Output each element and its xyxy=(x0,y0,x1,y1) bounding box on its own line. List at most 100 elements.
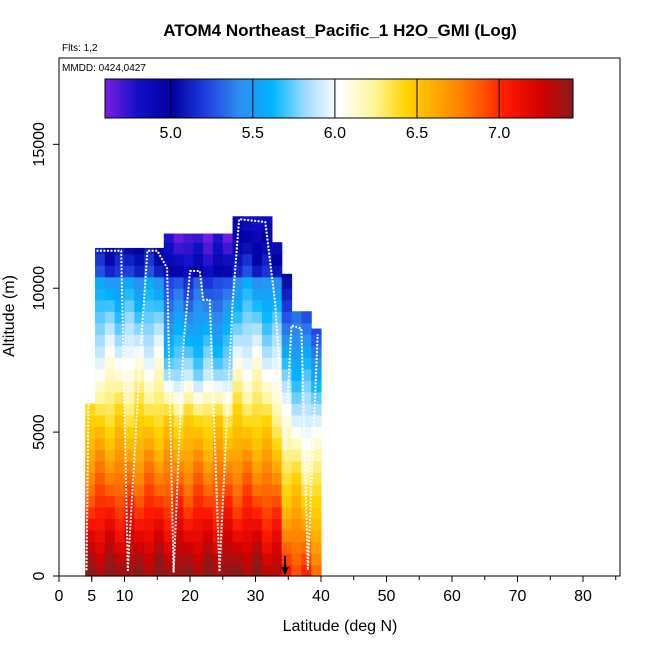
heatmap-cell xyxy=(193,495,204,508)
heatmap-cell xyxy=(203,334,214,347)
heatmap-cell xyxy=(104,322,116,335)
heatmap-cell xyxy=(144,357,155,370)
heatmap-cell xyxy=(183,380,194,393)
heatmap-cell xyxy=(153,449,165,462)
heatmap-cell xyxy=(271,426,283,439)
heatmap-cell xyxy=(271,518,283,531)
heatmap-cell xyxy=(183,368,194,381)
heatmap-cell xyxy=(153,460,165,473)
heatmap-cell xyxy=(232,529,243,543)
heatmap-cell xyxy=(301,564,312,577)
heatmap-cell xyxy=(281,288,293,301)
heatmap-cell xyxy=(222,483,234,497)
heatmap-cell xyxy=(104,506,116,520)
heatmap-cell xyxy=(104,460,116,473)
heatmap-cell xyxy=(311,518,322,531)
heatmap-cell xyxy=(193,541,204,554)
heatmap-cell xyxy=(114,403,126,416)
heatmap-cell xyxy=(281,460,293,473)
heatmap-cell xyxy=(271,345,283,358)
heatmap-cell xyxy=(144,265,155,278)
heatmap-cell xyxy=(252,276,263,289)
heatmap-cell xyxy=(193,437,204,450)
y-tick-label: 0 xyxy=(31,571,48,580)
heatmap-cell xyxy=(95,495,106,508)
heatmap-cell xyxy=(222,529,234,543)
heatmap-cell xyxy=(232,391,243,404)
heatmap-cell xyxy=(173,414,185,427)
heatmap-cell xyxy=(124,311,135,324)
heatmap-cell xyxy=(242,506,253,520)
heatmap-cell xyxy=(183,233,194,243)
heatmap-cell xyxy=(163,368,175,381)
heatmap-cell xyxy=(183,265,194,278)
heatmap-cell xyxy=(104,552,116,566)
heatmap-cell xyxy=(124,357,135,370)
heatmap-cell xyxy=(124,345,135,358)
heatmap-cell xyxy=(232,380,243,393)
heatmap-cell xyxy=(301,460,312,473)
heatmap-cell xyxy=(271,541,283,554)
heatmap-cell xyxy=(222,322,234,335)
heatmap-cell xyxy=(291,368,302,381)
heatmap-cell xyxy=(163,518,175,531)
heatmap-cell xyxy=(252,322,263,335)
heatmap-cell xyxy=(153,437,165,450)
heatmap-cell xyxy=(153,311,165,324)
heatmap-cell xyxy=(173,380,185,393)
heatmap-cell xyxy=(203,564,214,577)
heatmap-cell xyxy=(262,216,273,220)
heatmap-cell xyxy=(301,391,312,404)
heatmap-cell xyxy=(252,265,263,278)
heatmap-cell xyxy=(163,426,175,439)
heatmap-cell xyxy=(144,529,155,543)
heatmap-cell xyxy=(95,414,106,427)
heatmap-cell xyxy=(173,299,185,312)
heatmap-cell xyxy=(144,426,155,439)
heatmap-cell xyxy=(232,552,243,566)
heatmap-cell xyxy=(153,391,165,404)
heatmap-cell xyxy=(104,449,116,462)
heatmap-cell xyxy=(222,472,234,485)
heatmap-cell xyxy=(252,288,263,301)
heatmap-cell xyxy=(114,357,126,370)
heatmap-cell xyxy=(144,495,155,508)
heatmap-cell xyxy=(232,564,243,577)
heatmap-cell xyxy=(212,233,224,243)
heatmap-cell xyxy=(193,288,204,301)
heatmap-cell xyxy=(95,483,106,497)
heatmap-cell xyxy=(271,403,283,416)
heatmap-cell xyxy=(114,334,126,347)
heatmap-cell xyxy=(144,334,155,347)
heatmap-cell xyxy=(281,518,293,531)
heatmap-cell xyxy=(311,495,322,508)
heatmap-cell xyxy=(134,288,145,301)
x-tick-label: 10 xyxy=(116,588,134,605)
heatmap-cell xyxy=(85,541,96,554)
y-axis-label: Altitude (m) xyxy=(1,275,18,357)
heatmap-cell xyxy=(104,426,116,439)
heatmap-cell xyxy=(124,541,135,554)
heatmap-cell xyxy=(291,506,302,520)
heatmap-cell xyxy=(95,368,106,381)
heatmap-cell xyxy=(311,328,322,335)
heatmap-cell xyxy=(271,322,283,335)
heatmap-cell xyxy=(134,437,145,450)
heatmap-cell xyxy=(183,414,194,427)
heatmap-cell xyxy=(212,449,224,462)
heatmap-cell xyxy=(271,391,283,404)
heatmap-cell xyxy=(252,518,263,531)
heatmap-cell xyxy=(232,506,243,520)
heatmap-cell xyxy=(124,506,135,520)
heatmap-cell xyxy=(281,437,293,450)
heatmap-cell xyxy=(311,334,322,347)
heatmap-cell xyxy=(311,414,322,427)
heatmap-cell xyxy=(193,529,204,543)
heatmap-cell xyxy=(144,299,155,312)
heatmap-cell xyxy=(203,242,214,255)
heatmap-cell xyxy=(262,322,273,335)
heatmap-cell xyxy=(212,495,224,508)
heatmap-cell xyxy=(281,276,293,289)
heatmap-cell xyxy=(222,426,234,439)
heatmap-cell xyxy=(144,518,155,531)
